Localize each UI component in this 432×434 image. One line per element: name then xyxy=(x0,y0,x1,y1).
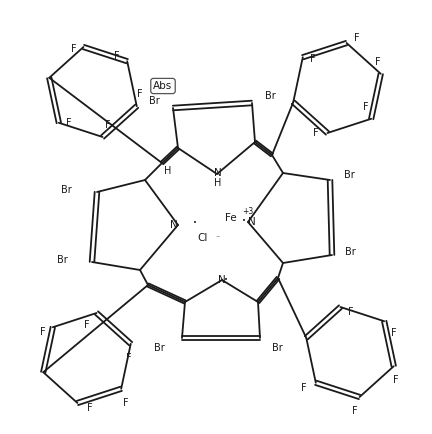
Text: N: N xyxy=(248,217,256,227)
Text: Br: Br xyxy=(149,96,160,106)
Text: F: F xyxy=(66,118,72,128)
Text: Br: Br xyxy=(344,170,355,180)
Text: H: H xyxy=(164,166,172,176)
Text: F: F xyxy=(313,128,318,138)
Text: Fe: Fe xyxy=(225,213,237,223)
Text: F: F xyxy=(70,44,76,54)
Text: Br: Br xyxy=(272,343,283,353)
Text: F: F xyxy=(354,33,359,43)
Text: H: H xyxy=(214,178,222,188)
Text: F: F xyxy=(301,383,307,393)
Text: N: N xyxy=(170,220,178,230)
Text: F: F xyxy=(124,398,129,408)
Text: F: F xyxy=(87,403,92,413)
Text: Cl: Cl xyxy=(198,233,208,243)
Text: Br: Br xyxy=(61,185,72,195)
Text: ⁻: ⁻ xyxy=(216,233,220,243)
Text: F: F xyxy=(126,353,132,363)
Text: Br: Br xyxy=(265,91,276,101)
Text: F: F xyxy=(375,57,381,67)
Text: F: F xyxy=(391,328,397,338)
Text: F: F xyxy=(137,89,143,99)
Text: Br: Br xyxy=(345,247,356,257)
Text: F: F xyxy=(105,120,111,130)
Text: F: F xyxy=(40,327,46,337)
Text: F: F xyxy=(84,320,89,330)
Text: F: F xyxy=(310,54,316,64)
Text: •: • xyxy=(242,218,246,224)
Text: Br: Br xyxy=(57,255,68,265)
Text: N: N xyxy=(218,275,226,285)
Text: Abs: Abs xyxy=(153,81,173,91)
Text: F: F xyxy=(114,51,120,61)
Text: F: F xyxy=(363,102,369,112)
Text: N: N xyxy=(214,168,222,178)
Text: F: F xyxy=(352,406,357,416)
Text: •: • xyxy=(224,277,228,283)
Text: •: • xyxy=(193,220,197,226)
Text: +3: +3 xyxy=(242,207,254,216)
Text: F: F xyxy=(348,307,353,317)
Text: Br: Br xyxy=(154,343,165,353)
Text: F: F xyxy=(393,375,399,385)
